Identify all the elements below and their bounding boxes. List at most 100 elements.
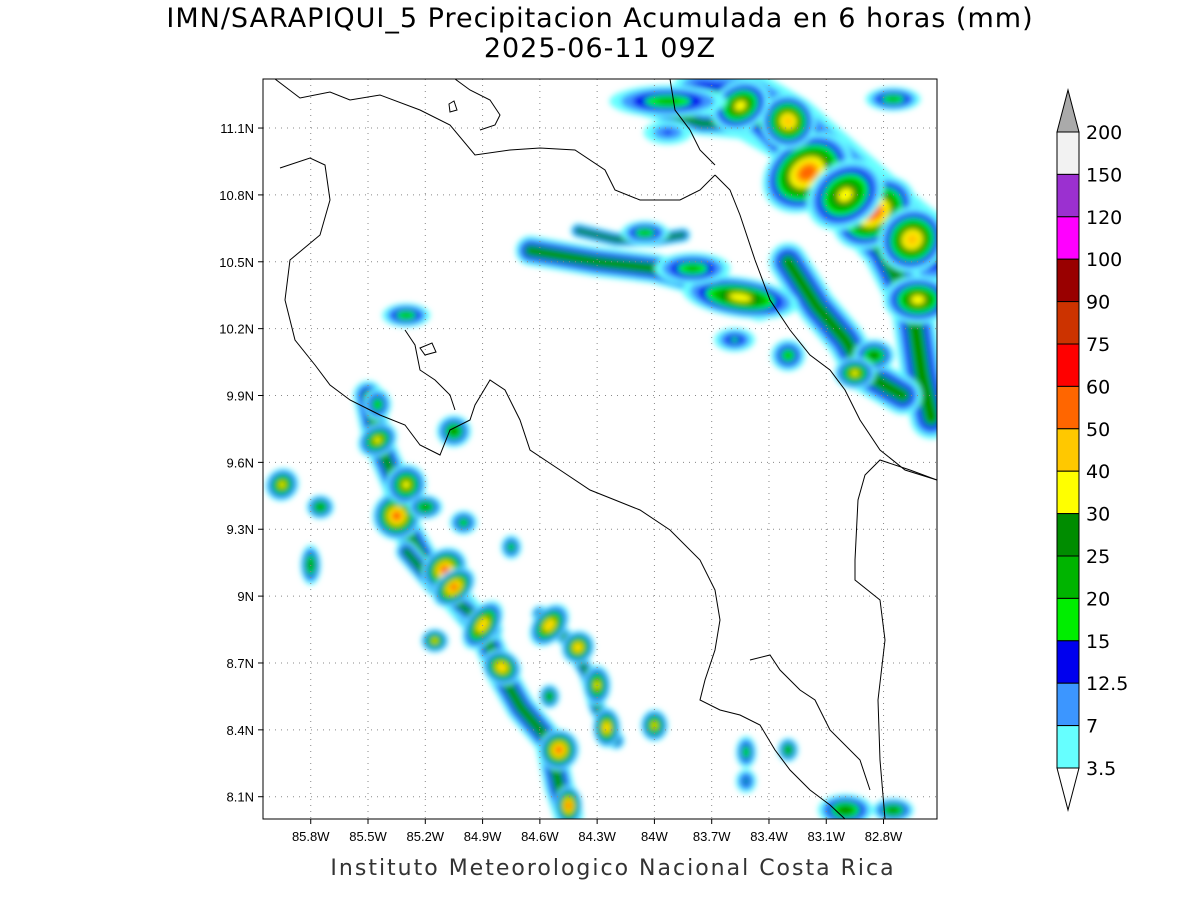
lon-tick-label: 84W	[641, 829, 668, 844]
precip-cell-27-level-8	[554, 745, 563, 754]
panama-border	[854, 459, 937, 819]
lon-tick-label: 82.8W	[865, 829, 903, 844]
lake-nicaragua-shore	[454, 79, 501, 131]
precip-cell-23-level-8	[440, 565, 449, 574]
colorbar-box-75	[1056, 301, 1080, 345]
precip-cell-46-level-5	[889, 807, 898, 813]
precip-cell-40-level-5	[308, 561, 313, 569]
precip-cell-4-level-6	[734, 100, 747, 111]
precip-cell-33-level-6	[651, 722, 658, 729]
island	[419, 342, 437, 356]
colorbar-label: 120	[1086, 207, 1122, 229]
precip-cell-6-level-6	[911, 295, 925, 305]
precip-cell-32-level-7	[604, 723, 610, 732]
colorbar-label: 60	[1086, 376, 1110, 398]
island-north	[448, 100, 458, 113]
precipitation-field	[265, 79, 937, 819]
lat-tick-label: 9.9N	[227, 389, 254, 404]
lat-tick-label: 8.4N	[227, 723, 254, 738]
precip-cell-29-level-7	[545, 620, 554, 630]
colorbar-box-20	[1056, 555, 1080, 599]
colorbar-label: 20	[1086, 588, 1110, 610]
precip-cell-19-level-4	[374, 401, 381, 408]
footer-credit: Instituto Meteorologico Nacional Costa R…	[330, 856, 896, 881]
colorbar-label: 7	[1086, 716, 1098, 738]
colorbar-label: 30	[1086, 504, 1110, 526]
precip-cell-13-level-4	[784, 352, 792, 359]
colorbar-label: 100	[1086, 249, 1122, 271]
precip-cell-14-level-5	[870, 352, 878, 359]
colorbar-box-3.5	[1056, 725, 1080, 769]
colorbar-label: 3.5	[1086, 758, 1116, 780]
colorbar-box-90	[1056, 258, 1080, 303]
map-frame	[262, 78, 938, 820]
colorbar-label: 40	[1086, 461, 1110, 483]
precip-cell-8-level-4	[656, 98, 680, 105]
colorbar-label: 90	[1086, 292, 1110, 314]
precip-cell-39-level-6	[278, 481, 286, 488]
precip-cell-43-level-5	[786, 747, 791, 753]
lat-tick-label: 10.8N	[219, 188, 254, 203]
chart-title: IMN/SARAPIQUI_5 Precipitacion Acumulada …	[166, 3, 1034, 34]
axis-ticks: 85.8W 85.5W 85.2W 84.9W 84.6W 84.3W 84W 83.7W 83…	[219, 121, 903, 844]
precip-cell-44-level-3	[744, 778, 749, 784]
colorbar-box-12.5	[1056, 640, 1080, 684]
precip-cell-15-level-6	[850, 370, 859, 377]
lat-tick-label: 10.2N	[219, 322, 254, 337]
nicoya-coast	[279, 157, 846, 819]
coastline-borders	[274, 79, 937, 819]
precip-shading	[265, 79, 937, 819]
colorbar-box-25	[1056, 513, 1080, 557]
precip-cell-7-level-6	[728, 293, 752, 302]
lat-tick-label: 9N	[237, 589, 254, 604]
nicoya-gulf	[404, 329, 456, 411]
lat-tick-label: 8.1N	[227, 790, 254, 805]
colorbar-box-150	[1056, 131, 1080, 175]
lat-tick-label: 9.3N	[227, 522, 254, 537]
precip-cell-3-level-7	[782, 115, 794, 127]
colorbar: 200 150 120 100 90 75 60 50 40 30 25 20 15 12.5 7 3.5	[1056, 88, 1128, 812]
lon-tick-label: 85.2W	[407, 829, 445, 844]
colorbar-box-50	[1056, 385, 1080, 430]
lon-tick-label: 83.1W	[807, 829, 845, 844]
precip-cell-42-level-4	[744, 749, 749, 756]
lat-tick-label: 8.7N	[227, 656, 254, 671]
caribbean-coast	[714, 174, 937, 481]
colorbar-label: 150	[1086, 164, 1122, 186]
colorbar-label: 15	[1086, 631, 1110, 653]
colorbar-box-40	[1056, 428, 1080, 472]
precip-band-5-level-5	[784, 258, 907, 399]
precip-cell-30-level-7	[574, 644, 582, 651]
lon-tick-label: 83.4W	[750, 829, 788, 844]
lon-tick-label: 85.5W	[349, 829, 387, 844]
lon-tick-label: 84.3W	[578, 829, 616, 844]
precip-cell-9-level-2	[663, 130, 673, 135]
precip-cell-2-level-7	[905, 233, 919, 246]
colorbar-bottom-arrow	[1056, 767, 1080, 812]
precip-cell-37-level-4	[509, 544, 514, 550]
lon-tick-label: 84.6W	[521, 829, 559, 844]
colorbar-box-60	[1056, 343, 1080, 387]
precip-cell-16-level-3	[730, 337, 739, 343]
lat-tick-label: 9.6N	[227, 455, 254, 470]
colorbar-label: 50	[1086, 419, 1110, 441]
colorbar-label: 75	[1086, 334, 1110, 356]
lon-tick-label: 83.7W	[693, 829, 731, 844]
precip-cell-22-level-6	[402, 480, 411, 489]
chart-subtitle: 2025-06-11 09Z	[483, 33, 717, 64]
precip-cell-26-level-7	[497, 663, 506, 671]
precip-cell-36-level-4	[460, 520, 467, 525]
precip-cell-18-level-5	[450, 428, 458, 435]
colorbar-box-15	[1056, 597, 1080, 642]
colorbar-box-100	[1056, 216, 1080, 260]
osa-peninsula	[749, 654, 871, 791]
colorbar-box-7	[1056, 682, 1080, 727]
colorbar-box-120	[1056, 173, 1080, 218]
precip-cell-24-level-8	[449, 583, 459, 592]
colorbar-box-30	[1056, 470, 1080, 515]
colorbar-label: 12.5	[1086, 673, 1128, 695]
colorbar-top-arrow	[1056, 88, 1080, 133]
precip-cell-11-level-4	[640, 230, 650, 236]
lon-tick-label: 84.9W	[464, 829, 502, 844]
